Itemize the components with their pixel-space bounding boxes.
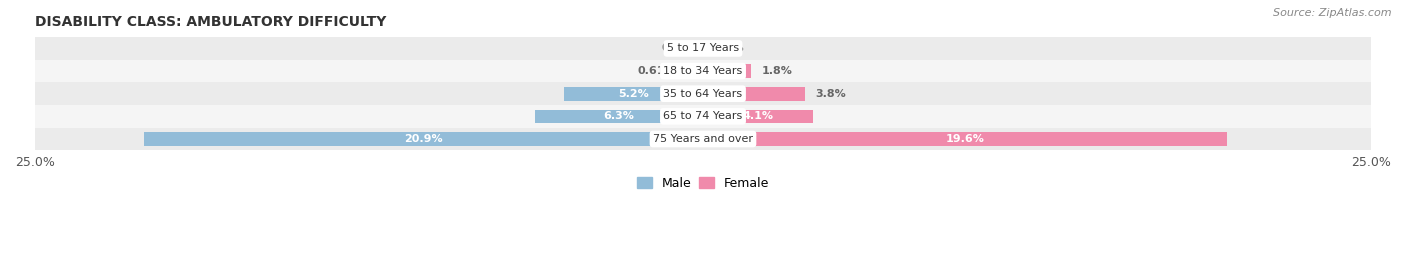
Text: 5 to 17 Years: 5 to 17 Years xyxy=(666,43,740,53)
Text: 6.3%: 6.3% xyxy=(603,111,634,121)
Text: Source: ZipAtlas.com: Source: ZipAtlas.com xyxy=(1274,8,1392,18)
Text: 0.61%: 0.61% xyxy=(637,66,676,76)
Bar xyxy=(35,105,1371,128)
Bar xyxy=(703,132,1227,146)
Legend: Male, Female: Male, Female xyxy=(631,172,775,195)
Bar xyxy=(564,87,703,100)
Text: 65 to 74 Years: 65 to 74 Years xyxy=(664,111,742,121)
Text: DISABILITY CLASS: AMBULATORY DIFFICULTY: DISABILITY CLASS: AMBULATORY DIFFICULTY xyxy=(35,15,387,29)
Text: 1.8%: 1.8% xyxy=(762,66,793,76)
Text: 0.0%: 0.0% xyxy=(714,43,744,53)
Bar xyxy=(703,87,804,100)
Bar xyxy=(534,110,703,123)
Bar xyxy=(35,128,1371,150)
Text: 75 Years and over: 75 Years and over xyxy=(652,134,754,144)
Bar xyxy=(35,82,1371,105)
Bar xyxy=(703,64,751,78)
Text: 19.6%: 19.6% xyxy=(945,134,984,144)
Bar xyxy=(35,37,1371,60)
Bar xyxy=(35,60,1371,82)
Text: 20.9%: 20.9% xyxy=(405,134,443,144)
Text: 35 to 64 Years: 35 to 64 Years xyxy=(664,89,742,99)
Text: 0.0%: 0.0% xyxy=(662,43,692,53)
Bar xyxy=(145,132,703,146)
Text: 3.8%: 3.8% xyxy=(815,89,846,99)
Bar xyxy=(703,110,813,123)
Text: 5.2%: 5.2% xyxy=(619,89,650,99)
Text: 18 to 34 Years: 18 to 34 Years xyxy=(664,66,742,76)
Bar xyxy=(686,64,703,78)
Text: 4.1%: 4.1% xyxy=(742,111,773,121)
